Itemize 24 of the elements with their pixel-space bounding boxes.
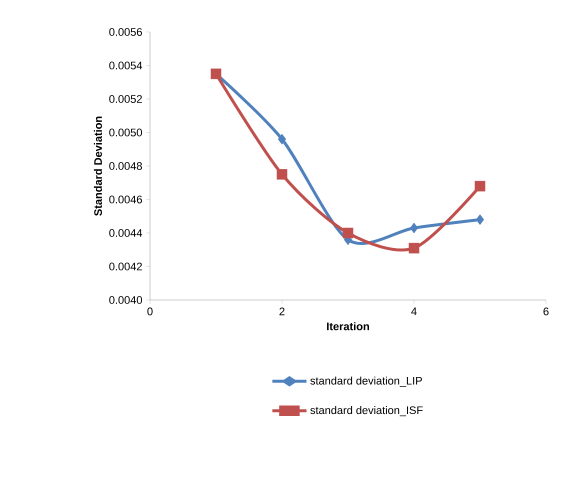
point [476,214,484,225]
x-tick-label: 2 [279,308,285,316]
point [474,180,486,192]
point [278,134,286,144]
y-tick-label: 0.0042 [109,262,142,270]
x-tick-label: 4 [411,308,417,316]
point [408,242,420,254]
y-tick-label: 0.0048 [109,162,142,170]
y-axis-title: Standard Deviation [94,116,102,216]
y-tick-label: 0.0046 [109,196,142,204]
point [342,228,354,238]
x-axis-title: Iteration [327,322,370,330]
x-tick-label: 0 [147,308,153,316]
y-tick-label: 0.0052 [109,95,142,103]
point [276,169,288,180]
y-tick-label: 0.0044 [109,229,142,237]
y-tick-label: 0.0054 [109,62,142,70]
y-tick-label: 0.0056 [109,28,142,36]
x-tick-label: 6 [544,308,549,316]
legend-label: standard deviation_LIP [310,376,422,387]
y-tick-label: 0.0040 [109,296,142,304]
point [410,222,418,234]
y-tick-label: 0.0050 [109,128,142,136]
legend-label: standard deviation_ISF [310,406,423,416]
